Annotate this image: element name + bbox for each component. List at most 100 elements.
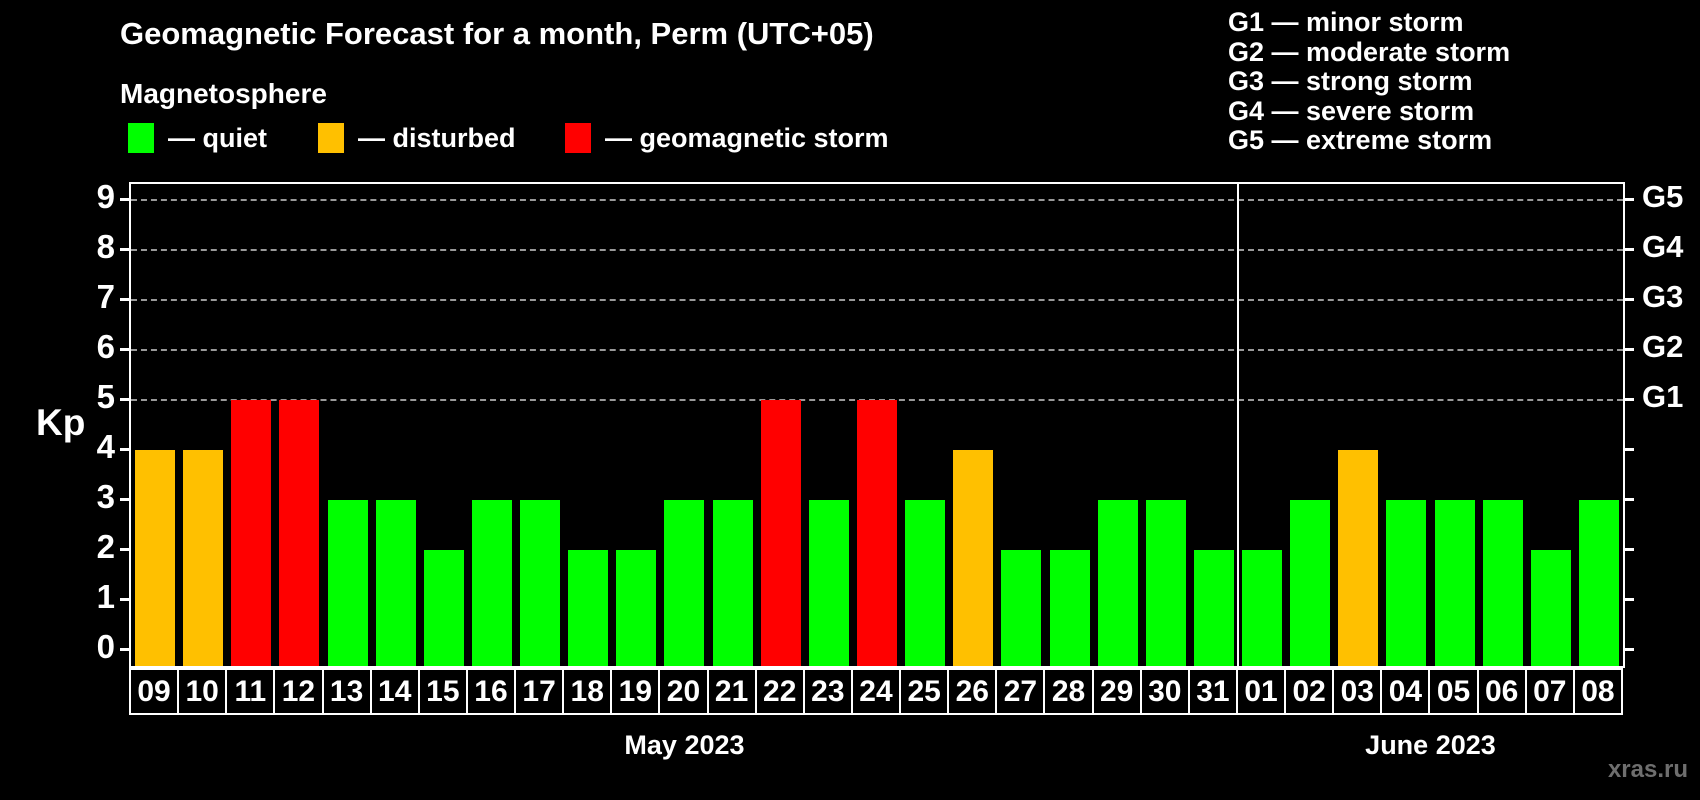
bar-day-20 bbox=[664, 500, 705, 666]
day-label-11: 11 bbox=[225, 668, 276, 715]
bar-day-08 bbox=[1578, 500, 1619, 666]
y-axis-label-3: 3 bbox=[96, 478, 115, 515]
day-label-04: 04 bbox=[1380, 668, 1431, 715]
g-legend-line-g1: G1 — minor storm bbox=[1228, 7, 1464, 37]
day-label-20: 20 bbox=[658, 668, 709, 715]
right-tick-kp8 bbox=[1625, 248, 1634, 251]
watermark: xras.ru bbox=[1607, 756, 1688, 783]
left-tick-kp1 bbox=[120, 598, 129, 601]
storm-swatch-icon bbox=[565, 123, 591, 153]
day-label-27: 27 bbox=[995, 668, 1046, 715]
right-axis-label-g4: G4 bbox=[1642, 229, 1684, 264]
bar-day-21 bbox=[712, 500, 753, 666]
bar-day-14 bbox=[375, 500, 416, 666]
day-label-03: 03 bbox=[1332, 668, 1383, 715]
g-legend-line-g3: G3 — strong storm bbox=[1228, 66, 1473, 96]
day-label-09: 09 bbox=[129, 668, 180, 715]
gridline-kp9 bbox=[131, 199, 1623, 201]
y-axis-label-4: 4 bbox=[96, 428, 115, 465]
bar-day-01 bbox=[1242, 550, 1283, 666]
gridline-kp7 bbox=[131, 299, 1623, 301]
y-axis-label-2: 2 bbox=[96, 528, 115, 565]
right-axis-label-g2: G2 bbox=[1642, 329, 1684, 364]
right-tick-kp9 bbox=[1625, 198, 1634, 201]
left-tick-kp5 bbox=[120, 398, 129, 401]
bar-day-06 bbox=[1482, 500, 1523, 666]
day-label-16: 16 bbox=[465, 668, 517, 715]
right-tick-kp7 bbox=[1625, 298, 1634, 301]
bar-day-09 bbox=[135, 450, 176, 666]
right-tick-kp5 bbox=[1625, 398, 1634, 401]
right-tick-kp0 bbox=[1625, 648, 1634, 651]
right-tick-kp1 bbox=[1625, 598, 1634, 601]
day-label-13: 13 bbox=[321, 668, 372, 715]
bar-day-07 bbox=[1530, 550, 1571, 666]
left-tick-kp6 bbox=[120, 348, 129, 351]
left-tick-kp0 bbox=[120, 648, 129, 651]
right-axis-label-g1: G1 bbox=[1642, 379, 1684, 414]
right-tick-kp4 bbox=[1625, 448, 1634, 451]
y-axis-title: Kp bbox=[36, 402, 86, 443]
bar-day-05 bbox=[1434, 500, 1475, 666]
plot-area bbox=[129, 182, 1625, 668]
legend-item-disturbed: — disturbed bbox=[318, 122, 516, 154]
day-label-30: 30 bbox=[1139, 668, 1190, 715]
legend-label-storm: — geomagnetic storm bbox=[605, 122, 889, 153]
bar-day-28 bbox=[1049, 550, 1090, 666]
y-axis-label-7: 7 bbox=[96, 278, 115, 315]
left-tick-kp4 bbox=[120, 448, 129, 451]
day-label-25: 25 bbox=[899, 668, 950, 715]
left-tick-kp7 bbox=[120, 298, 129, 301]
right-tick-kp6 bbox=[1625, 348, 1634, 351]
gridline-kp8 bbox=[131, 249, 1623, 251]
day-label-14: 14 bbox=[369, 668, 420, 715]
y-axis-label-1: 1 bbox=[96, 578, 115, 615]
bar-day-03 bbox=[1338, 450, 1379, 666]
month-label-1: June 2023 bbox=[1365, 730, 1496, 760]
bar-day-25 bbox=[905, 500, 946, 666]
page-title: Geomagnetic Forecast for a month, Perm (… bbox=[120, 16, 874, 51]
right-tick-kp3 bbox=[1625, 498, 1634, 501]
day-label-18: 18 bbox=[562, 668, 613, 715]
day-label-23: 23 bbox=[802, 668, 853, 715]
day-label-02: 02 bbox=[1284, 668, 1335, 715]
bar-day-10 bbox=[183, 450, 224, 666]
bar-day-11 bbox=[231, 400, 272, 666]
day-label-21: 21 bbox=[706, 668, 757, 715]
bar-day-17 bbox=[520, 500, 561, 666]
month-label-0: May 2023 bbox=[624, 730, 745, 760]
bar-day-27 bbox=[1001, 550, 1042, 666]
g-legend-line-g4: G4 — severe storm bbox=[1228, 95, 1475, 126]
day-label-08: 08 bbox=[1572, 668, 1623, 715]
legend-item-quiet: — quiet bbox=[128, 122, 267, 154]
day-label-05: 05 bbox=[1428, 668, 1479, 715]
y-axis-label-9: 9 bbox=[96, 178, 115, 215]
bar-day-31 bbox=[1193, 550, 1234, 666]
g-legend-line-g5: G5 — extreme storm bbox=[1228, 125, 1493, 155]
month-separator-line bbox=[1236, 184, 1239, 666]
bar-day-16 bbox=[471, 500, 512, 666]
legend-label-quiet: — quiet bbox=[168, 122, 267, 153]
day-label-06: 06 bbox=[1476, 668, 1527, 715]
bar-day-15 bbox=[423, 550, 464, 666]
bar-day-02 bbox=[1290, 500, 1331, 666]
left-tick-kp3 bbox=[120, 498, 129, 501]
y-axis-label-6: 6 bbox=[96, 328, 115, 365]
day-label-01: 01 bbox=[1235, 668, 1287, 715]
bar-day-26 bbox=[953, 450, 994, 666]
right-axis-label-g3: G3 bbox=[1642, 279, 1684, 314]
day-label-22: 22 bbox=[754, 668, 805, 715]
left-tick-kp2 bbox=[120, 548, 129, 551]
bar-day-19 bbox=[616, 550, 657, 666]
day-label-19: 19 bbox=[610, 668, 661, 715]
bar-day-30 bbox=[1145, 500, 1186, 666]
g-scale-legend: G1 — minor storm G2 — moderate storm G3 … bbox=[1228, 7, 1510, 156]
right-tick-kp2 bbox=[1625, 548, 1634, 551]
bar-day-29 bbox=[1097, 500, 1138, 666]
day-label-31: 31 bbox=[1187, 668, 1238, 715]
legend-item-storm: — geomagnetic storm bbox=[565, 122, 889, 154]
bar-day-23 bbox=[808, 500, 849, 666]
